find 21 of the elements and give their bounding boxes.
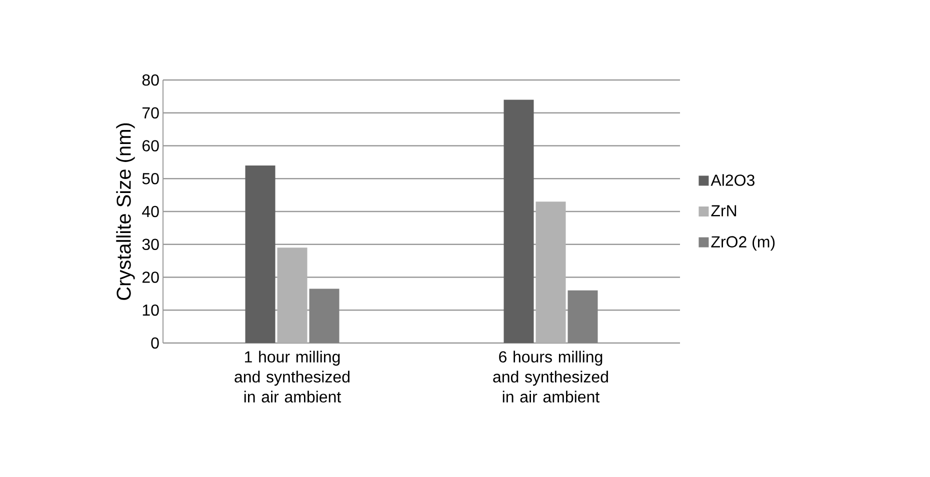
- bar: [504, 100, 534, 343]
- y-tick-label: 70: [142, 107, 159, 119]
- y-tick-label: 20: [142, 272, 159, 283]
- y-tick-label: 0: [151, 337, 159, 349]
- x-tick-label: 6 hours milling and synthesized in air ambient: [493, 350, 608, 403]
- bar: [568, 290, 598, 343]
- bar: [245, 165, 276, 343]
- bar: [309, 288, 340, 343]
- bar: [536, 202, 566, 343]
- y-tick-label: 10: [142, 304, 159, 316]
- y-tick-label: 30: [142, 238, 159, 250]
- y-tick-label: 50: [142, 172, 159, 184]
- legend-label: ZrN: [711, 205, 736, 216]
- y-tick-label: 60: [142, 140, 159, 152]
- x-tick-label: 1 hour milling and synthesized in air ambient: [234, 350, 350, 403]
- legend-label: Al2O3: [710, 174, 754, 186]
- bar: [277, 248, 308, 343]
- y-tick-label: 40: [142, 206, 159, 218]
- y-axis-title: Crystallite Size (nm): [116, 123, 135, 300]
- legend-label: ZrO2 (m): [711, 236, 775, 251]
- y-tick-label: 80: [142, 74, 159, 86]
